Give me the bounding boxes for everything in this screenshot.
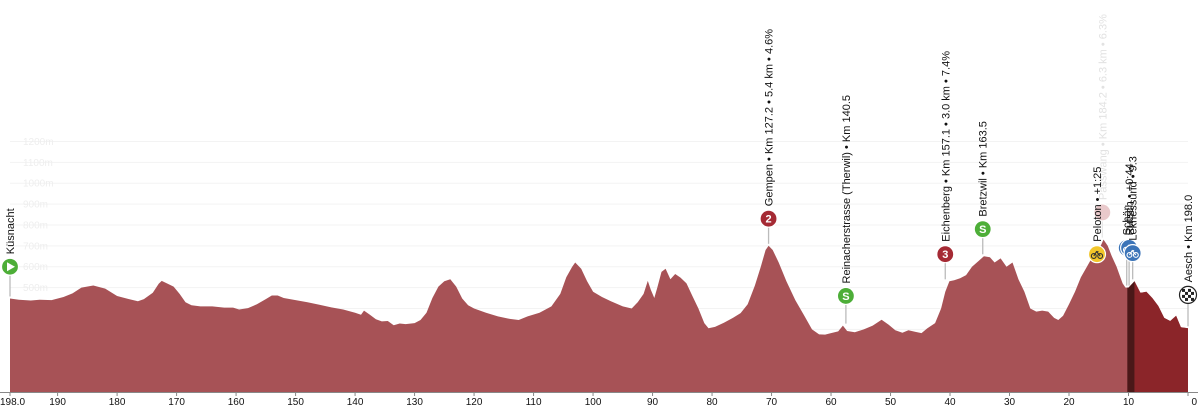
y-tick-label: 1200m — [23, 137, 54, 148]
x-tick-label: 198.0 — [0, 397, 25, 406]
schar-label: Schär — [1122, 206, 1134, 235]
y-tick-label: 900m — [23, 200, 48, 211]
x-tick-label: 10 — [1123, 397, 1135, 406]
x-tick-label: 110 — [526, 397, 542, 406]
finish-label: Aesch • Km 198.0 — [1183, 195, 1195, 283]
x-tick-label: 120 — [466, 397, 483, 406]
x-tick-label: 0 — [1191, 397, 1197, 406]
x-tick-label: 70 — [766, 397, 778, 406]
x-tick-label: 190 — [49, 397, 66, 406]
peloton-label: Peloton • +1:25 — [1092, 167, 1104, 242]
x-tick-label: 180 — [109, 397, 126, 406]
x-tick-label: 100 — [585, 397, 602, 406]
gempen-label: Gempen • Km 127.2 • 5.4 km • 4.6% — [764, 29, 776, 206]
faint-climb-label: Passwang • Km 184.2 • 6.3 km • 6.3% — [1097, 14, 1109, 200]
x-tick-label: 140 — [347, 397, 364, 406]
checkered-flag-cell — [1185, 291, 1188, 295]
x-tick-label: 50 — [885, 397, 897, 406]
leknessund-badge — [1123, 244, 1142, 263]
start-play-icon — [7, 262, 15, 272]
eichenberg-badge-text: 3 — [942, 249, 948, 261]
x-tick-label: 90 — [647, 397, 659, 406]
x-tick-label: 170 — [168, 397, 185, 406]
x-tick-label: 80 — [706, 397, 718, 406]
bretzwil-label: Bretzwil • Km 163.5 — [978, 121, 990, 217]
checkered-flag-cell — [1182, 294, 1185, 298]
bike-wheel-icon — [1132, 251, 1139, 258]
y-tick-label: 1000m — [23, 179, 54, 190]
start-label: Küsnacht — [5, 208, 17, 254]
checkered-flag-cell — [1188, 294, 1191, 298]
checkered-flag-cell — [1185, 297, 1188, 301]
x-tick-label: 20 — [1063, 397, 1075, 406]
profile-area-path — [10, 239, 1188, 392]
bike-frame-icon — [1093, 250, 1101, 257]
checkered-flag-cell — [1182, 288, 1185, 292]
x-tick-label: 60 — [825, 397, 837, 406]
x-tick-label: 40 — [944, 397, 956, 406]
bike-frame-icon — [1129, 249, 1137, 256]
eichenberg-badge — [936, 245, 955, 264]
y-tick-label: 600m — [23, 262, 48, 273]
reinacher-label: Reinacherstrasse (Therwil) • Km 140.5 — [841, 95, 853, 283]
faint-climb-badge — [1093, 203, 1112, 222]
rutsch-label: Rutsch • +0:44 — [1124, 163, 1136, 235]
checkered-flag-cell — [1191, 297, 1194, 301]
leknessund-label: Leknessund • 9.3 — [1128, 156, 1140, 241]
profile-area — [10, 239, 1188, 392]
x-tick-label: 160 — [228, 397, 245, 406]
y-tick-label: 700m — [23, 241, 48, 252]
bike-wheel-icon — [1090, 253, 1097, 259]
reinacher-badge-text: S — [842, 291, 849, 303]
y-tick-label: 800m — [23, 220, 48, 231]
bike-wheel-icon — [1097, 253, 1104, 259]
eichenberg-label: Eichenberg • Km 157.1 • 3.0 km • 7.4% — [940, 51, 952, 242]
peloton-badge — [1087, 245, 1107, 264]
bretzwil-badge — [973, 220, 992, 239]
x-tick-label: 150 — [287, 397, 304, 406]
gempen-badge-text: 2 — [765, 214, 771, 226]
gempen-badge — [759, 209, 778, 228]
checkered-flag-cell — [1191, 291, 1194, 295]
bretzwil-badge-text: S — [979, 224, 986, 236]
reinacher-badge — [836, 286, 856, 306]
x-axis: 198.0 190 180 170 160 150 140 130 120 110 100 90 80 7… — [0, 392, 1198, 408]
bike-wheel-icon — [1126, 251, 1133, 258]
y-tick-label: 1100m — [23, 158, 53, 169]
finish-section — [1134, 239, 1188, 392]
x-tick-label: 130 — [406, 397, 423, 406]
checkered-flag-cell — [1188, 288, 1191, 292]
y-tick-label: 500m — [23, 283, 48, 294]
breakaway-gap-band — [1127, 239, 1135, 392]
x-tick-label: 30 — [1004, 397, 1016, 406]
profile-markers: Küsnacht 2 Gempen • Km 127.2 • 5.4 km • 4.… — [0, 14, 1198, 327]
